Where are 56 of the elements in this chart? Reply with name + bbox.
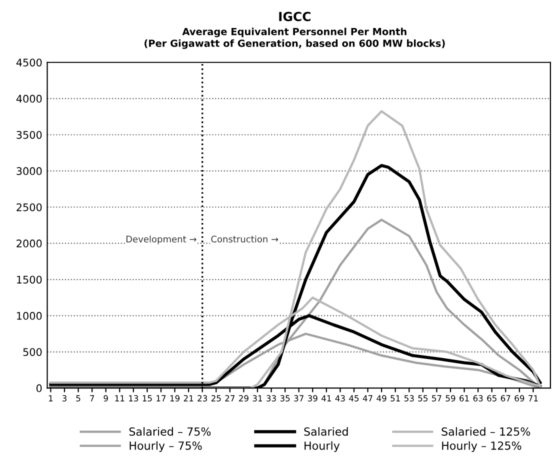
x-tick-label: 29 <box>239 395 248 402</box>
x-tick-label: 49 <box>376 395 386 402</box>
x-tick-label: 27 <box>225 395 235 402</box>
y-tick-label: 3000 <box>16 167 42 176</box>
legend-label: Salaried – 125% <box>442 427 530 436</box>
x-tick-label: 21 <box>184 395 194 402</box>
x-tick-label: 41 <box>322 395 331 402</box>
annotation: Development → <box>126 236 196 244</box>
x-tick-label: 17 <box>156 395 166 402</box>
y-tick-label: 500 <box>23 348 42 356</box>
y-tick-label: 1500 <box>17 276 42 284</box>
y-tick-label: 1000 <box>17 312 42 320</box>
chart-subtitle: Average Equivalent Personnel Per Month (Per Gigawatt of Generation, based on 600 MW blocks) <box>144 28 445 49</box>
x-tick-label: 61 <box>460 395 469 402</box>
x-tick-label: 51 <box>390 395 400 402</box>
chart-title: IGCC <box>279 12 311 22</box>
legend-label: Salaried <box>304 427 348 436</box>
x-tick-label: 45 <box>349 395 359 402</box>
x-tick-label: 67 <box>500 395 510 402</box>
y-tick-label: 4000 <box>16 94 42 103</box>
x-tick-label: 9 <box>104 395 108 402</box>
x-tick-label: 35 <box>280 395 290 402</box>
annotation: Construction → <box>211 236 278 242</box>
x-tick-label: 63 <box>473 395 483 402</box>
x-tick-label: 7 <box>90 395 94 402</box>
x-tick-label: 15 <box>142 395 152 402</box>
x-tick-label: 69 <box>514 395 524 402</box>
x-tick-label: 13 <box>129 395 138 402</box>
legend-label: Hourly – 125% <box>442 441 522 452</box>
y-tick-label: 2500 <box>16 203 42 212</box>
y-tick-label: 4500 <box>16 58 42 66</box>
x-tick-label: 3 <box>62 395 66 402</box>
x-tick-label: 43 <box>335 395 345 402</box>
y-tick-label: 2000 <box>16 240 42 248</box>
x-tick-label: 33 <box>266 395 276 402</box>
x-tick-label: 37 <box>294 395 304 402</box>
x-tick-label: 19 <box>170 395 180 402</box>
x-tick-label: 47 <box>362 395 372 402</box>
x-tick-label: 57 <box>432 395 442 402</box>
x-tick-label: 55 <box>418 395 428 402</box>
x-tick-label: 5 <box>76 395 80 402</box>
y-tick-label: 0 <box>36 384 42 392</box>
x-tick-label: 23 <box>198 395 207 402</box>
y-tick-label: 3500 <box>16 130 42 139</box>
x-tick-label: 71 <box>528 395 538 402</box>
x-tick-label: 53 <box>404 395 414 402</box>
x-tick-label: 39 <box>308 395 318 402</box>
legend-label: Hourly <box>304 441 340 452</box>
x-tick-label: 65 <box>487 395 496 402</box>
x-tick-label: 11 <box>115 395 124 402</box>
legend-label: Salaried – 75% <box>129 427 211 436</box>
x-tick-label: 25 <box>211 395 221 402</box>
legend-label: Hourly – 75% <box>130 441 202 452</box>
x-tick-label: 59 <box>446 395 456 402</box>
x-tick-label: 1 <box>48 395 53 402</box>
x-tick-label: 31 <box>252 395 262 402</box>
